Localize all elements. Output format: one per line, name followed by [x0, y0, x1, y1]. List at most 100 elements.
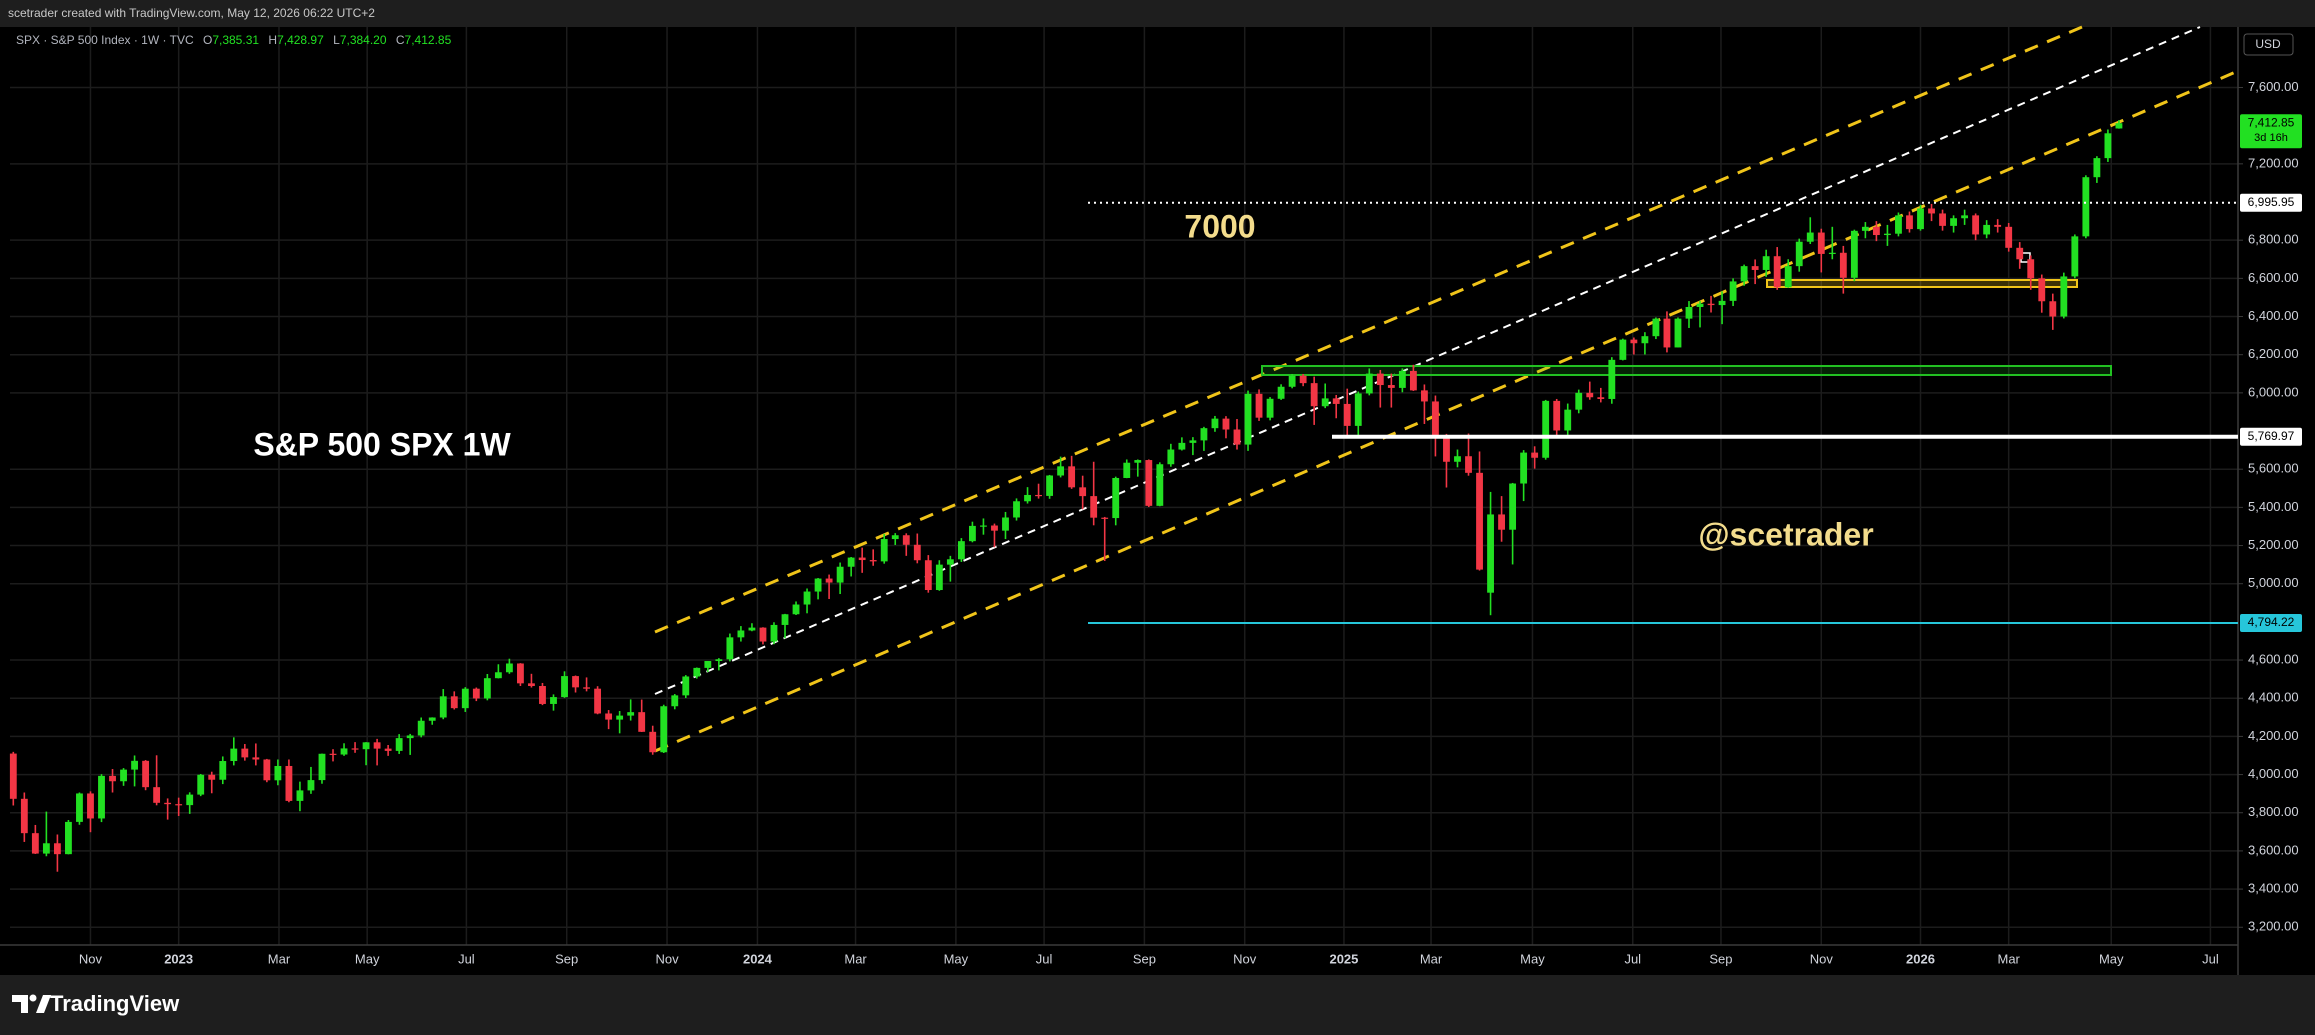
- candle-body: [1509, 483, 1517, 530]
- candle-body: [1299, 375, 1307, 384]
- legend-key: O: [203, 33, 212, 47]
- currency-box[interactable]: [2243, 33, 2294, 56]
- header-text: scetrader created with TradingView.com, …: [8, 6, 375, 20]
- candle-body: [1906, 215, 1913, 230]
- y-tick-label: 6,800.00: [2248, 232, 2299, 247]
- candle-body: [53, 843, 61, 855]
- candle-body: [1817, 232, 1825, 254]
- price-tag-label: 6,995.95: [2248, 195, 2295, 209]
- candle-body: [285, 765, 293, 801]
- candle-body: [164, 802, 172, 805]
- candle-body: [924, 560, 932, 591]
- x-tick-label: Jul: [2202, 951, 2219, 966]
- candle-body: [836, 566, 844, 583]
- candle-body: [428, 717, 436, 721]
- candle-body: [1564, 409, 1572, 431]
- x-tick-label: 2026: [1906, 951, 1935, 966]
- candle-body: [1244, 393, 1252, 445]
- candle-body: [2115, 123, 2123, 129]
- candle-body: [748, 627, 756, 631]
- candle-body: [1354, 393, 1362, 426]
- candle-body: [153, 787, 161, 803]
- candle-body: [1090, 496, 1098, 518]
- candle-body: [439, 696, 447, 718]
- candle-body: [704, 661, 712, 668]
- candle-body: [296, 790, 304, 801]
- logo-part: [36, 995, 51, 1013]
- y-tick-label: 7,200.00: [2248, 155, 2299, 170]
- candle-body: [1795, 241, 1803, 267]
- candle-body: [781, 614, 789, 625]
- candle-body: [1432, 401, 1439, 437]
- candle-body: [120, 769, 127, 782]
- logo-part: [29, 994, 37, 1002]
- candle-body: [483, 678, 491, 699]
- y-tick-label: 6,000.00: [2248, 384, 2299, 399]
- x-tick-label: 2024: [743, 951, 773, 966]
- candle-body: [1321, 398, 1329, 407]
- candle-body: [1850, 230, 1858, 278]
- candle-body: [1751, 266, 1759, 270]
- candle-body: [616, 715, 624, 720]
- y-tick-label: 6,200.00: [2248, 346, 2299, 361]
- candle-body: [2071, 236, 2079, 277]
- candle-body: [1784, 266, 1792, 288]
- candle-body: [1872, 226, 1880, 236]
- candle-body: [1663, 318, 1671, 348]
- candle-body: [1939, 213, 1946, 226]
- candle-body: [98, 775, 105, 819]
- candle-body: [2038, 278, 2046, 302]
- candle-body: [109, 775, 116, 782]
- candle-body: [1079, 487, 1087, 497]
- currency[interactable]: USD: [2255, 37, 2281, 51]
- x-tick-label: Nov: [655, 951, 679, 966]
- candle-body: [517, 663, 524, 684]
- y-tick-label: 3,400.00: [2248, 881, 2299, 896]
- candle-body: [230, 748, 238, 762]
- candle-body: [539, 686, 546, 704]
- candle-body: [1211, 418, 1219, 429]
- x-tick-label: May: [2099, 951, 2124, 966]
- candle-body: [946, 559, 954, 565]
- candle-body: [1762, 256, 1770, 270]
- candle-body: [1685, 306, 1693, 319]
- x-tick-label: Jul: [1624, 951, 1641, 966]
- header-bar: [0, 0, 2315, 27]
- legend-value: 7,412.85: [405, 33, 452, 47]
- candle-body: [1156, 464, 1164, 506]
- x-tick-label: Sep: [1133, 951, 1156, 966]
- candle-body: [20, 798, 28, 834]
- candle-body: [1674, 318, 1682, 348]
- candle-body: [1002, 517, 1009, 531]
- y-tick-label: 7,600.00: [2248, 79, 2299, 94]
- annotation: S&P 500 SPX 1W: [253, 426, 511, 462]
- candle-body: [1641, 336, 1649, 344]
- candle-body: [1861, 226, 1869, 231]
- candle-body: [1398, 370, 1406, 388]
- candle-body: [1035, 494, 1042, 497]
- candle-body: [550, 697, 557, 704]
- candle-body: [340, 748, 348, 755]
- candle-body: [1376, 373, 1384, 386]
- candle-body: [1828, 252, 1836, 254]
- candle-body: [1189, 440, 1197, 443]
- candle-body: [1178, 442, 1186, 450]
- candle-body: [693, 667, 701, 677]
- candle-body: [1652, 318, 1660, 337]
- x-tick-label: Sep: [555, 951, 578, 966]
- candle-body: [318, 753, 326, 781]
- candle-body: [1310, 383, 1318, 407]
- candle-body: [1134, 460, 1142, 463]
- candle-body: [1277, 386, 1285, 399]
- candle-body: [1597, 397, 1605, 399]
- candle-body: [1740, 266, 1748, 282]
- price-tag: [2240, 613, 2302, 632]
- candle-body: [594, 688, 602, 714]
- x-tick-label: Nov: [1233, 951, 1257, 966]
- y-tick-label: 3,200.00: [2248, 919, 2299, 934]
- x-tick-label: Jul: [1036, 951, 1053, 966]
- candle-body: [87, 793, 94, 819]
- candle-body: [2005, 226, 2013, 248]
